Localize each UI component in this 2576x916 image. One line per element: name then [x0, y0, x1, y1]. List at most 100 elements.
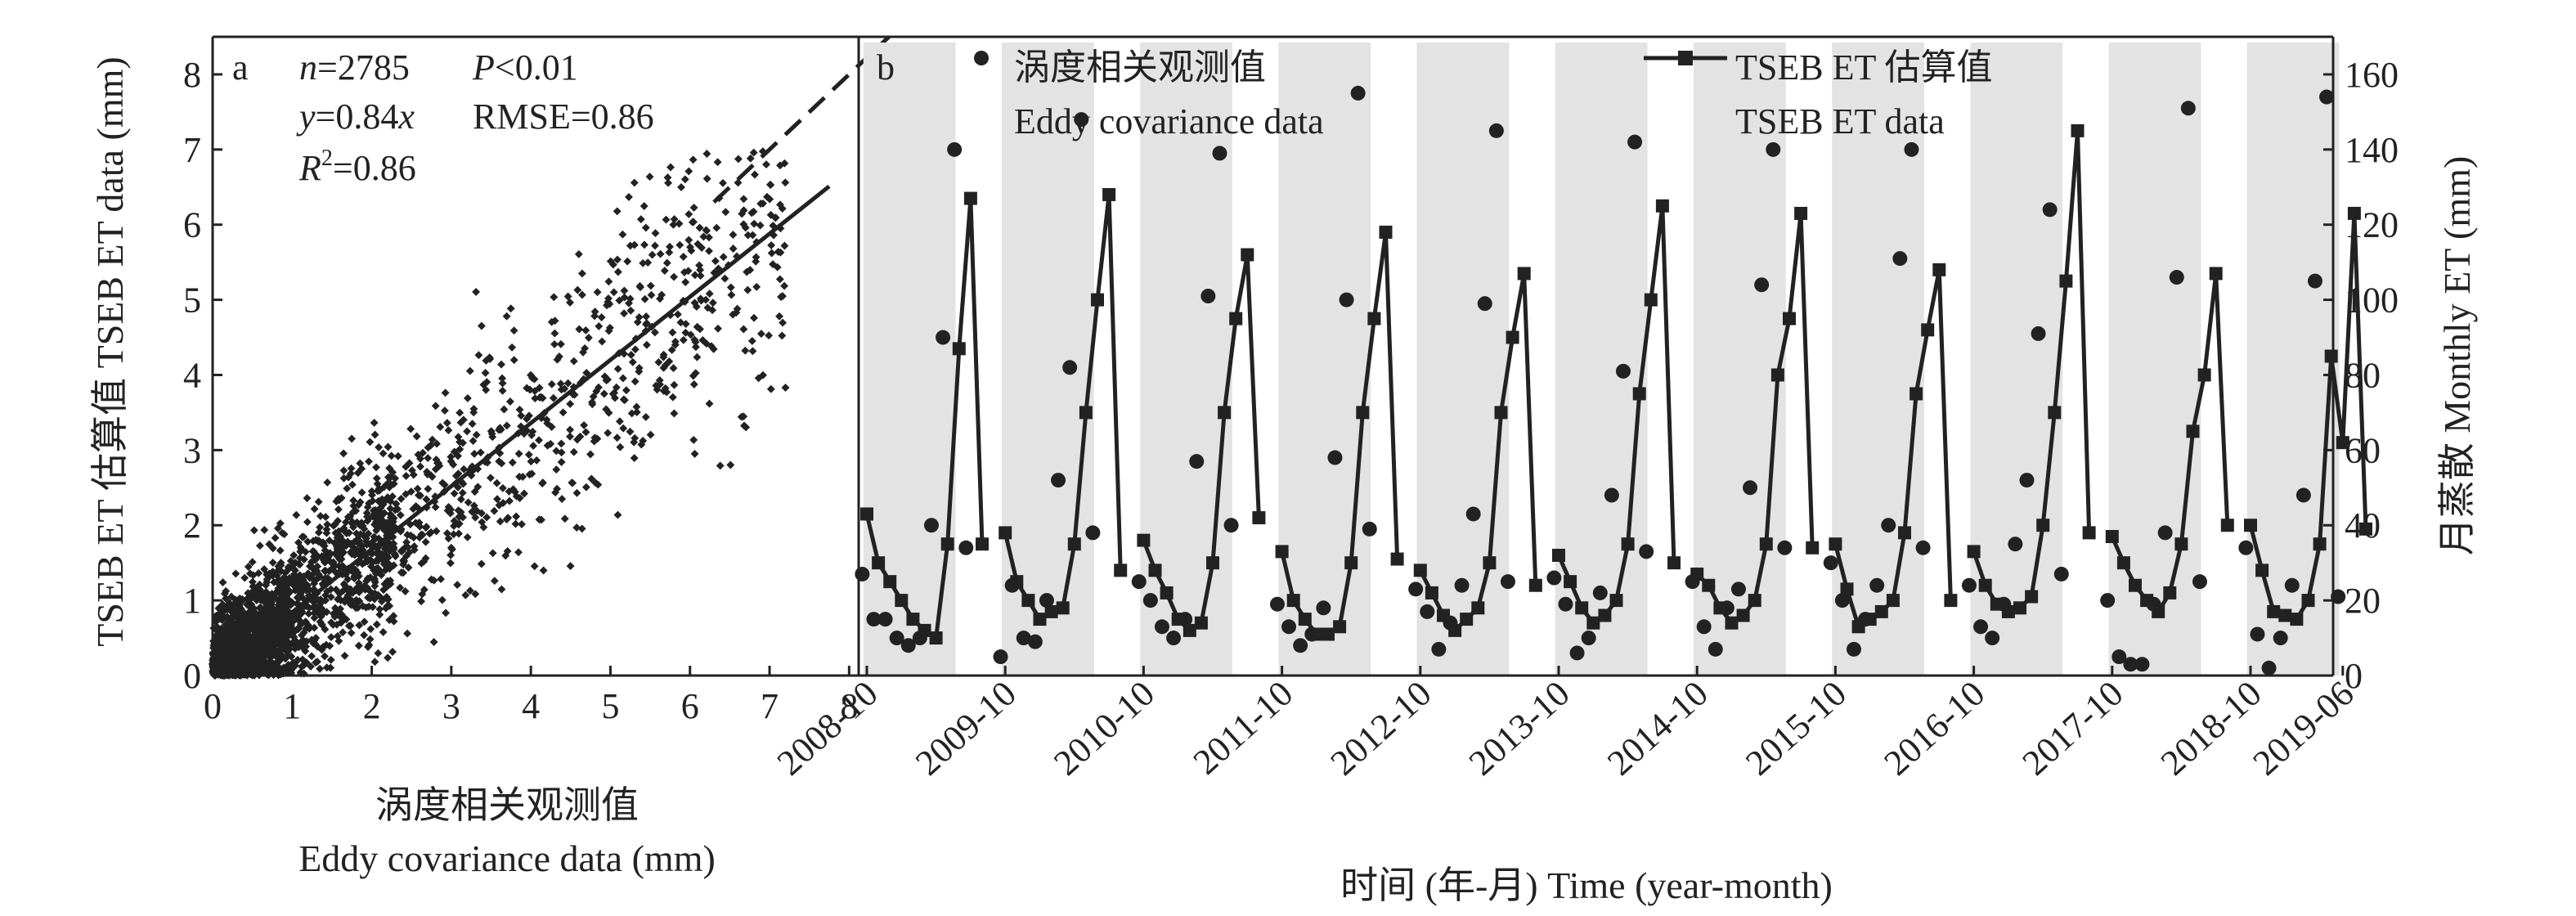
scatter-point	[632, 408, 641, 416]
eddy-marker	[1639, 544, 1654, 559]
scatter-point	[310, 505, 319, 514]
scatter-point	[384, 653, 393, 662]
scatter-point	[641, 412, 650, 421]
scatter-point	[289, 550, 298, 559]
scatter-point	[322, 525, 331, 534]
tseb-marker	[2324, 349, 2338, 363]
scatter-point	[566, 425, 575, 434]
right-y-tick-label: 80	[2345, 355, 2381, 395]
scatter-point	[301, 647, 310, 656]
scatter-point	[577, 290, 586, 299]
x-tick-label: 0	[204, 686, 222, 726]
scatter-point	[284, 579, 293, 588]
scatter-point	[334, 527, 343, 536]
scatter-point	[241, 637, 250, 646]
eddy-marker	[1131, 574, 1147, 590]
eddy-marker	[1027, 634, 1043, 649]
scatter-point	[756, 330, 765, 339]
scatter-point	[314, 528, 323, 537]
eddy-marker	[2100, 593, 2116, 608]
eddy-marker	[866, 612, 882, 627]
scatter-point	[626, 350, 635, 359]
scatter-point	[549, 393, 558, 402]
scatter-point	[343, 484, 352, 493]
scatter-point	[613, 433, 622, 442]
scatter-point	[278, 528, 286, 537]
tseb-marker	[2186, 424, 2200, 438]
scatter-point	[413, 484, 422, 493]
eddy-marker	[2123, 657, 2138, 672]
scatter-point	[337, 610, 346, 619]
scatter-point	[642, 340, 651, 349]
scatter-point	[347, 628, 356, 637]
scatter-point	[433, 439, 442, 448]
eddy-marker	[2192, 574, 2207, 590]
scatter-point	[459, 479, 468, 488]
scatter-point	[427, 471, 435, 480]
scatter-point	[515, 472, 524, 481]
scatter-point	[591, 478, 600, 487]
eddy-marker	[1569, 645, 1585, 661]
scatter-point	[334, 505, 343, 514]
scatter-point	[476, 448, 485, 457]
eddy-marker	[1627, 134, 1643, 150]
scatter-point	[593, 288, 602, 297]
eddy-marker	[1454, 577, 1470, 593]
scatter-point	[432, 456, 441, 464]
y-tick-label: 3	[183, 430, 201, 470]
scatter-point	[550, 339, 559, 348]
scatter-point	[557, 385, 566, 394]
scatter-point	[309, 547, 318, 556]
tseb-series	[860, 123, 2372, 645]
tseb-marker	[2313, 537, 2327, 551]
tseb-marker	[1241, 248, 1254, 262]
panel-a-xlabel-cn: 涡度相关观测值	[375, 784, 639, 826]
scatter-point	[321, 640, 330, 649]
scatter-point	[449, 460, 458, 469]
right-y-tick-label: 40	[2345, 505, 2381, 546]
eddy-marker	[1743, 480, 1758, 496]
scatter-point	[268, 558, 277, 567]
right-y-tick-label: 120	[2345, 205, 2399, 245]
scatter-point	[310, 613, 319, 622]
scatter-point	[236, 594, 245, 603]
scatter-point	[384, 538, 393, 547]
eddy-marker	[1766, 141, 1781, 157]
scatter-point	[323, 520, 332, 529]
scatter-point	[321, 596, 330, 604]
scatter-point	[780, 241, 789, 250]
scatter-point	[481, 368, 490, 377]
scatter-point	[689, 218, 698, 227]
scatter-point	[675, 219, 684, 228]
scatter-point	[273, 524, 282, 532]
scatter-point	[424, 454, 433, 463]
scatter-point	[386, 504, 395, 513]
scatter-point	[696, 294, 705, 303]
scatter-point	[420, 557, 429, 566]
eq-y: y	[296, 97, 316, 137]
scatter-point	[314, 497, 323, 506]
eddy-marker	[1488, 123, 1504, 138]
scatter-point	[326, 663, 335, 672]
scatter-point	[673, 310, 682, 319]
scatter-point	[441, 388, 450, 397]
scatter-point	[402, 471, 411, 480]
scatter-point	[620, 293, 629, 302]
tseb-marker	[1056, 601, 1070, 615]
tseb-marker	[1748, 594, 1761, 608]
scatter-point	[379, 627, 388, 636]
scatter-point	[584, 334, 593, 342]
tseb-marker	[860, 507, 873, 521]
scatter-point	[249, 526, 258, 535]
scatter-point	[543, 441, 552, 450]
scatter-point	[222, 626, 231, 635]
scatter-point	[427, 528, 436, 537]
scatter-point	[693, 322, 702, 331]
scatter-point	[299, 572, 308, 581]
tseb-marker	[1944, 594, 1958, 608]
scatter-point	[465, 366, 474, 375]
scatter-point	[421, 537, 430, 546]
scatter-point	[303, 518, 312, 527]
scatter-point	[453, 581, 462, 590]
season-band	[1001, 43, 1094, 676]
